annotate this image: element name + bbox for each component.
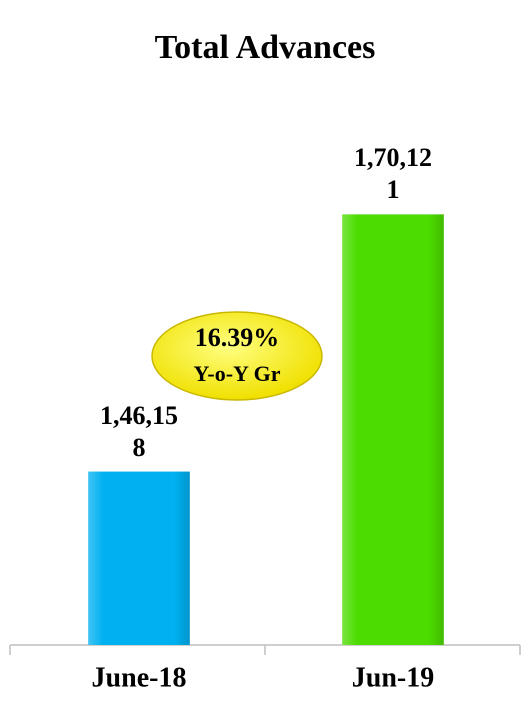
bar-shine — [342, 214, 444, 646]
value-label: 1,70,121 — [354, 143, 432, 205]
value-label: 1,46,158 — [100, 400, 178, 462]
growth-bubble — [151, 311, 323, 401]
x-tick-label: June-18 — [92, 662, 187, 693]
bar-shine — [88, 471, 190, 645]
annotation: Y-o-Y Gr — [194, 361, 281, 386]
chart-title: Total Advances — [155, 29, 376, 66]
annotation: 16.39% — [195, 323, 280, 352]
x-tick-label: Jun-19 — [352, 662, 434, 693]
